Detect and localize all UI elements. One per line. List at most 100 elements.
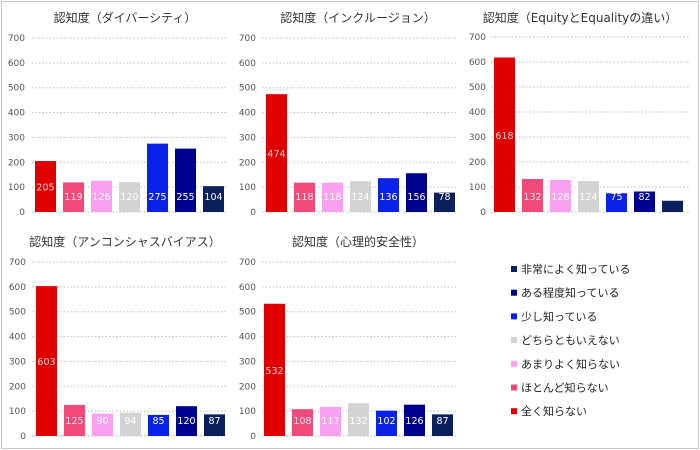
bar-4 (350, 181, 371, 212)
chart-title: 認知度（アンコンシャスバイアス） (29, 234, 221, 249)
data-label: 87 (208, 416, 220, 427)
data-label: 117 (321, 416, 339, 427)
legend-item: どちらともいえない (511, 334, 620, 347)
y-tick-label: 600 (239, 283, 256, 293)
y-tick-label: 0 (19, 208, 25, 218)
y-tick-label: 500 (239, 84, 256, 94)
data-label: 108 (293, 416, 311, 427)
legend-label: どちらともいえない (521, 334, 620, 347)
data-label: 132 (349, 416, 367, 427)
bar-1 (266, 94, 287, 212)
y-tick-label: 400 (239, 109, 256, 119)
data-label: 128 (551, 192, 569, 203)
y-tick-label: 600 (8, 59, 25, 69)
y-tick-label: 400 (469, 108, 486, 118)
data-label: 94 (124, 416, 136, 427)
chart-title: 認知度（インクルージョン） (280, 10, 435, 25)
bar-3 (91, 180, 112, 212)
data-label: 126 (405, 416, 423, 427)
y-tick-label: 200 (469, 158, 486, 168)
chart-1: 認知度（ダイバーシティ） 0 100 200 300 400 500 600 700 205 119… (8, 10, 228, 218)
bar-5 (606, 193, 627, 212)
chart-title: 認知度（ダイバーシティ） (54, 10, 197, 25)
bar-6 (404, 404, 425, 436)
bar-6 (406, 173, 427, 212)
y-tick-label: 400 (8, 109, 25, 119)
y-tick-label: 300 (239, 357, 256, 367)
data-label: 45 (666, 192, 678, 203)
data-label: 136 (379, 192, 397, 203)
legend-swatch (511, 408, 517, 415)
bar-2 (63, 182, 84, 212)
y-tick-label: 0 (480, 208, 486, 218)
y-tick-label: 200 (9, 382, 26, 392)
data-label: 120 (120, 192, 138, 203)
y-tick-label: 600 (9, 283, 26, 293)
bar-1 (35, 161, 56, 212)
y-tick-label: 500 (239, 308, 256, 318)
legend-item: あまりよく知らない (511, 357, 620, 371)
y-tick-label: 200 (239, 382, 256, 392)
data-label: 102 (377, 416, 395, 427)
data-label: 82 (638, 192, 650, 203)
legend-swatch (511, 337, 517, 344)
bar-1 (494, 57, 515, 212)
data-label: 205 (36, 183, 54, 194)
legend-label: 非常によく知っている (521, 262, 630, 276)
legend-item: 全く知らない (511, 404, 587, 418)
y-tick-label: 100 (8, 183, 25, 193)
legend-label: あまりよく知らない (521, 357, 620, 371)
data-label: 124 (351, 192, 369, 203)
bar-4 (348, 403, 369, 436)
data-label: 126 (92, 192, 110, 203)
data-label: 255 (176, 192, 194, 203)
chart-3: 認知度（EquityとEqualityの違い） 0 100 200 300 400 500 6… (469, 10, 690, 218)
y-tick-label: 300 (8, 133, 25, 143)
y-tick-label: 0 (250, 432, 256, 442)
y-tick-label: 500 (9, 308, 26, 318)
y-tick-label: 600 (239, 59, 256, 69)
data-label: 78 (438, 192, 450, 203)
legend-item: ほとんど知らない (511, 381, 609, 395)
legend-item: 少し知っている (511, 309, 597, 323)
data-label: 124 (579, 192, 597, 203)
data-label: 120 (177, 416, 195, 427)
y-tick-label: 300 (239, 133, 256, 143)
legend-swatch (511, 360, 517, 367)
bar-4 (119, 182, 140, 212)
y-tick-label: 400 (239, 333, 256, 343)
chart-title: 認知度（EquityとEqualityの違い） (483, 10, 678, 25)
bar-4 (578, 181, 599, 212)
bar-6 (175, 148, 196, 212)
bar-1 (36, 286, 57, 436)
bar-7 (432, 414, 453, 436)
bar-6 (176, 406, 197, 436)
bar-3 (92, 413, 113, 436)
legend-label: 全く知らない (521, 404, 587, 418)
y-tick-label: 0 (20, 432, 26, 442)
bar-3 (550, 180, 571, 212)
chart-title: 認知度（心理的安全性） (292, 234, 424, 249)
y-tick-label: 700 (8, 34, 25, 44)
y-tick-label: 300 (469, 133, 486, 143)
data-label: 118 (295, 192, 313, 203)
y-tick-label: 100 (9, 407, 26, 417)
chart-4: 認知度（アンコンシャスバイアス） 0 100 200 300 400 500 600 700 60… (9, 234, 228, 442)
data-label: 156 (407, 192, 425, 203)
y-tick-label: 700 (9, 258, 26, 268)
bar-5 (376, 410, 397, 436)
bar-5 (148, 414, 169, 436)
y-tick-label: 300 (9, 357, 26, 367)
bar-2 (522, 179, 543, 212)
data-label: 474 (267, 149, 285, 160)
bar-7 (434, 192, 455, 212)
data-label: 275 (148, 192, 166, 203)
data-label: 119 (64, 192, 82, 203)
bar-5 (378, 178, 399, 212)
legend-item: 非常によく知っている (511, 262, 630, 276)
y-tick-label: 100 (239, 183, 256, 193)
data-label: 104 (204, 192, 222, 203)
data-label: 118 (323, 192, 341, 203)
